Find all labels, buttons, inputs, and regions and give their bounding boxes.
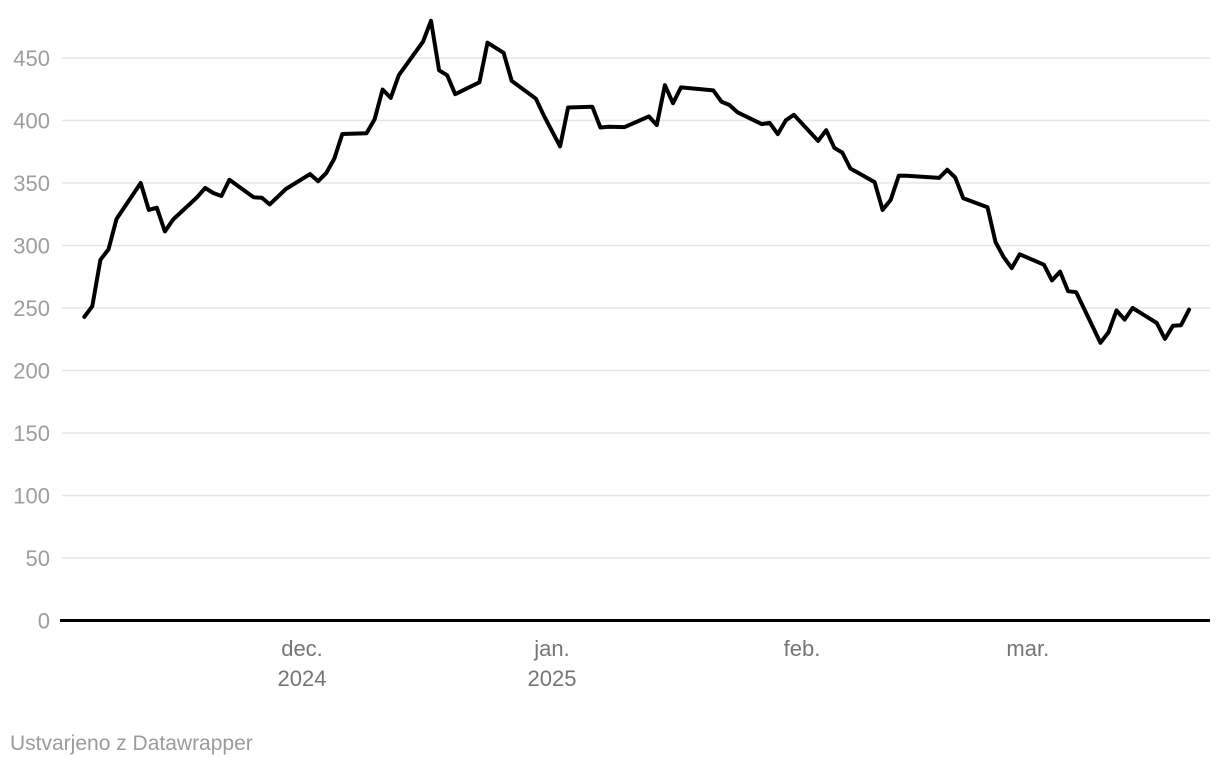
x-axis-year-label-2025: 2025 [528, 666, 577, 691]
x-axis-label-jan: jan. [533, 636, 569, 661]
y-axis-label-350: 350 [13, 171, 50, 196]
line-chart: 0 50 100 150 200 250 300 350 400 450 dec. 2024 jan. 2… [13, 18, 1210, 691]
x-axis-label-dec: dec. [281, 636, 323, 661]
y-axis-label-200: 200 [13, 359, 50, 384]
y-axis-label-50: 50 [26, 546, 50, 571]
x-axis-label-feb: feb. [784, 636, 821, 661]
y-axis-label-0: 0 [38, 609, 50, 634]
y-axis-label-100: 100 [13, 484, 50, 509]
y-axis-label-400: 400 [13, 109, 50, 134]
y-axis-label-250: 250 [13, 296, 50, 321]
y-axis-label-450: 450 [13, 46, 50, 71]
y-axis-label-300: 300 [13, 234, 50, 259]
y-axis-label-150: 150 [13, 421, 50, 446]
x-axis-label-mar: mar. [1006, 636, 1049, 661]
attribution-text: Ustvarjeno z Datawrapper [10, 732, 253, 755]
x-axis-year-label-2024: 2024 [278, 666, 327, 691]
data-line [82, 18, 1192, 345]
